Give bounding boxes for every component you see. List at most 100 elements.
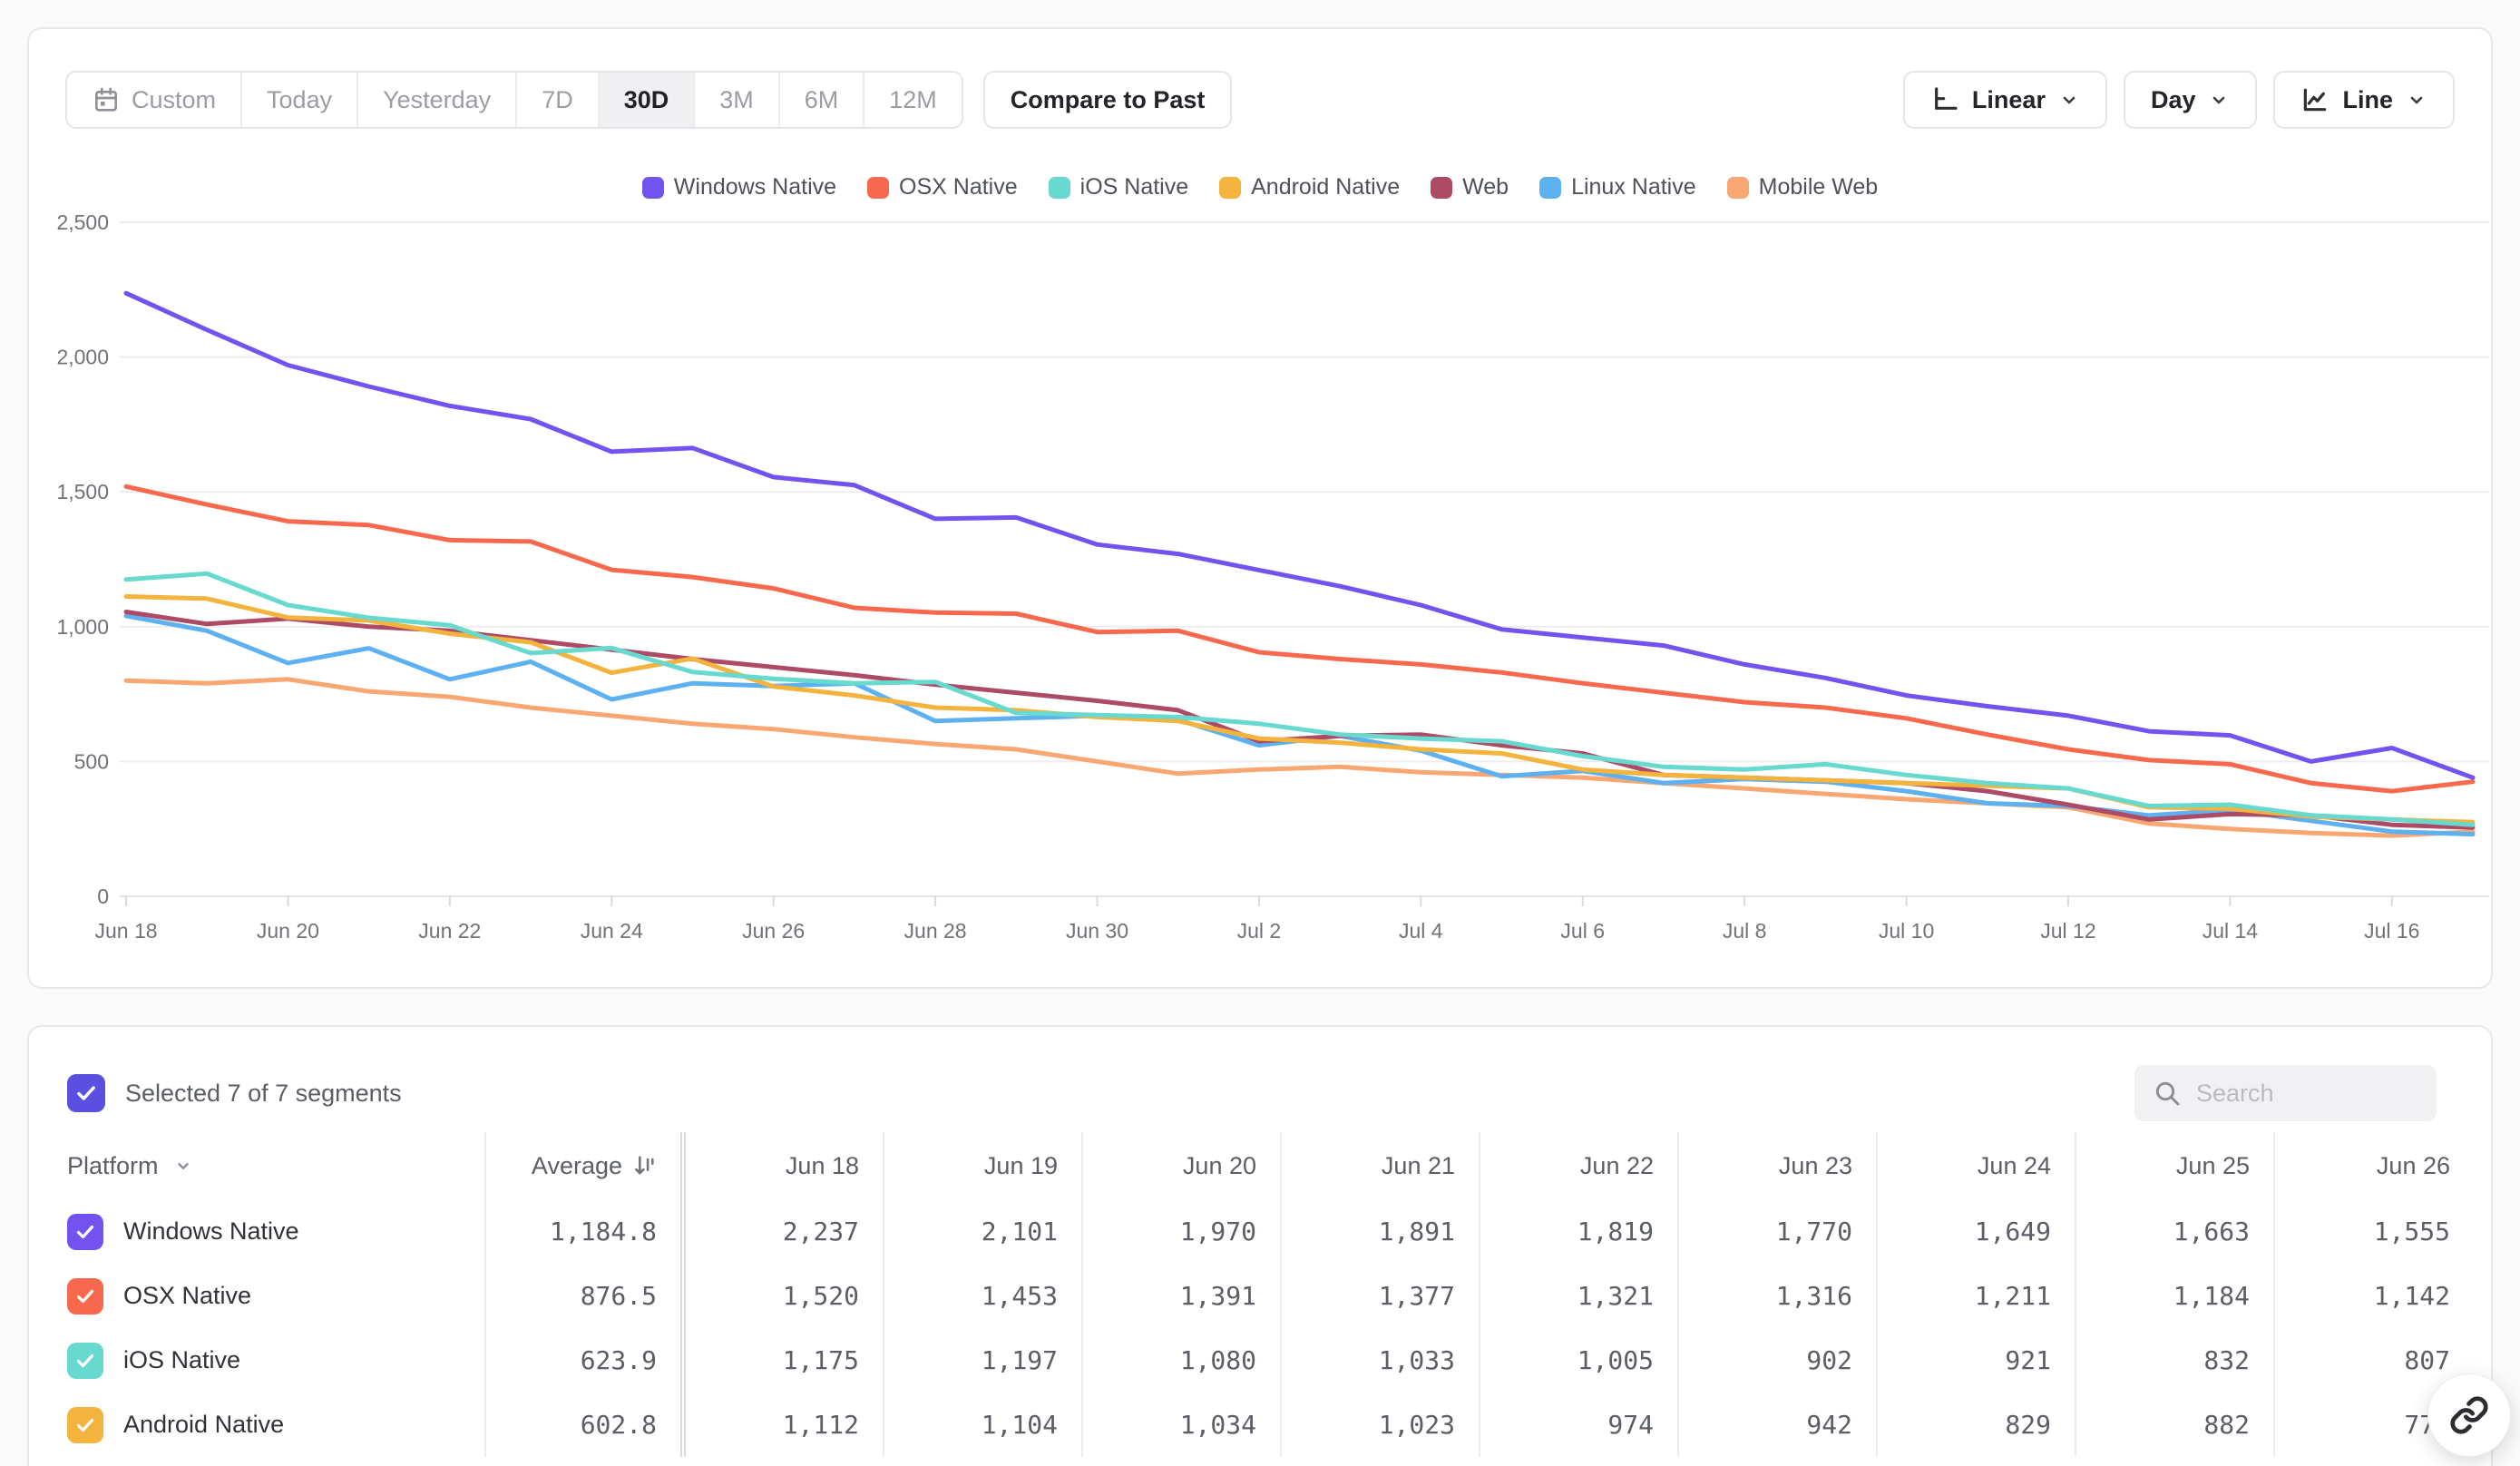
calendar-icon xyxy=(92,85,121,114)
date-range-3m[interactable]: 3M xyxy=(695,73,780,127)
date-range-label: 12M xyxy=(889,85,937,113)
column-header-jun-21[interactable]: Jun 21 xyxy=(1282,1132,1480,1199)
value-cell: 921 xyxy=(1878,1328,2076,1393)
row-checkbox[interactable] xyxy=(67,1277,103,1315)
column-header-label: Average xyxy=(531,1151,622,1179)
legend-item-linux-native[interactable]: Linux Native xyxy=(1539,174,1696,200)
platform-cell: Windows Native xyxy=(29,1199,486,1264)
x-axis-label: Jul 8 xyxy=(1723,919,1767,943)
legend-item-web[interactable]: Web xyxy=(1431,174,1509,200)
legend-item-android-native[interactable]: Android Native xyxy=(1219,174,1400,200)
platform-cell: OSX Native xyxy=(29,1264,486,1328)
column-header-jun-23[interactable]: Jun 23 xyxy=(1679,1132,1878,1199)
legend-swatch xyxy=(1219,176,1242,199)
legend-item-ios-native[interactable]: iOS Native xyxy=(1048,174,1188,200)
row-checkbox[interactable] xyxy=(67,1406,103,1443)
column-header-jun-24[interactable]: Jun 24 xyxy=(1878,1132,2076,1199)
x-axis-label: Jun 30 xyxy=(1066,919,1128,943)
legend-swatch xyxy=(1539,176,1562,199)
column-header-jun-19[interactable]: Jun 19 xyxy=(884,1132,1083,1199)
legend-label: Linux Native xyxy=(1571,174,1696,200)
date-range-label: Custom xyxy=(132,85,217,113)
date-range-today[interactable]: Today xyxy=(242,73,359,127)
platform-name: iOS Native xyxy=(123,1346,241,1373)
x-axis-label: Jul 6 xyxy=(1560,919,1605,943)
average-cell: 602.8 xyxy=(486,1393,686,1457)
value-cell: 1,197 xyxy=(884,1328,1083,1393)
legend-item-windows-native[interactable]: Windows Native xyxy=(641,174,836,200)
column-header-jun-25[interactable]: Jun 25 xyxy=(2076,1132,2275,1199)
column-header-jun-26[interactable]: Jun 26 xyxy=(2275,1132,2474,1199)
date-range-12m[interactable]: 12M xyxy=(864,73,962,127)
legend-label: Android Native xyxy=(1251,174,1401,200)
table-row-ios-native: iOS Native 623.9 1,175 1,197 1,080 1,033 1,005… xyxy=(29,1328,2491,1393)
chart-display-controls: Linear Day Line xyxy=(1902,71,2455,129)
table-row-android-native: Android Native 602.8 1,112 1,104 1,034 1,023 9… xyxy=(29,1393,2491,1457)
y-axis-label: 500 xyxy=(74,749,109,773)
column-header-jun-18[interactable]: Jun 18 xyxy=(686,1132,884,1199)
interval-dropdown-label: Day xyxy=(2150,85,2196,113)
average-cell: 1,184.8 xyxy=(486,1199,686,1264)
search-icon xyxy=(2153,1079,2182,1108)
date-range-custom[interactable]: Custom xyxy=(67,73,243,127)
platform-name: OSX Native xyxy=(123,1282,252,1309)
segments-table-card: Selected 7 of 7 segments Platform Average… xyxy=(27,1025,2493,1466)
chart-type-dropdown[interactable]: Line xyxy=(2273,71,2455,129)
interval-dropdown[interactable]: Day xyxy=(2123,71,2258,129)
column-header-jun-22[interactable]: Jun 22 xyxy=(1480,1132,1679,1199)
row-checkbox[interactable] xyxy=(67,1342,103,1379)
value-cell: 1,520 xyxy=(686,1264,884,1328)
x-axis-label: Jul 10 xyxy=(1879,919,1934,943)
average-cell: 876.5 xyxy=(486,1264,686,1328)
value-cell: 1,321 xyxy=(1480,1264,1679,1328)
legend-label: OSX Native xyxy=(899,174,1018,200)
date-range-yesterday[interactable]: Yesterday xyxy=(358,73,518,127)
value-cell: 1,005 xyxy=(1480,1328,1679,1393)
chevron-down-icon xyxy=(2208,89,2230,111)
series-line-ios-native xyxy=(123,571,2476,827)
legend-item-osx-native[interactable]: OSX Native xyxy=(867,174,1018,200)
date-range-control: Custom Today Yesterday 7D 30D 3M 6M 12M xyxy=(65,71,963,129)
search-box[interactable] xyxy=(2134,1065,2437,1121)
y-axis-label: 1,000 xyxy=(56,615,109,639)
column-header-label: Jun 19 xyxy=(983,1151,1058,1179)
value-cell: 1,184 xyxy=(2076,1264,2275,1328)
search-input[interactable] xyxy=(2196,1079,2418,1108)
value-cell: 1,175 xyxy=(686,1328,884,1393)
value-cell: 974 xyxy=(1480,1393,1679,1457)
scale-dropdown[interactable]: Linear xyxy=(1902,71,2107,129)
column-header-platform[interactable]: Platform xyxy=(29,1132,486,1199)
column-header-jun-20[interactable]: Jun 20 xyxy=(1083,1132,1282,1199)
x-axis-label: Jun 18 xyxy=(94,919,157,943)
value-cell: 1,023 xyxy=(1282,1393,1480,1457)
series-line-android-native xyxy=(123,594,2476,825)
share-link-button[interactable] xyxy=(2427,1373,2511,1457)
platform-cell: Android Native xyxy=(29,1393,486,1457)
y-axis-label: 0 xyxy=(97,884,109,908)
legend-swatch xyxy=(1726,176,1749,199)
value-cell: 1,211 xyxy=(1878,1264,2076,1328)
date-range-7d[interactable]: 7D xyxy=(517,73,600,127)
column-header-label: Jun 18 xyxy=(785,1151,859,1179)
date-range-label: Today xyxy=(267,85,333,113)
y-axis-label: 1,500 xyxy=(56,480,109,503)
date-range-label: 7D xyxy=(542,85,573,113)
compare-to-past-button[interactable]: Compare to Past xyxy=(982,71,1233,129)
date-range-6m[interactable]: 6M xyxy=(779,73,865,127)
column-header-label: Jun 23 xyxy=(1778,1151,1852,1179)
value-cell: 882 xyxy=(2076,1393,2275,1457)
legend-item-mobile-web[interactable]: Mobile Web xyxy=(1726,174,1878,200)
value-cell: 1,112 xyxy=(686,1393,884,1457)
table-row-osx-native: OSX Native 876.5 1,520 1,453 1,391 1,377 1,321… xyxy=(29,1264,2491,1328)
value-cell: 1,891 xyxy=(1282,1199,1480,1264)
column-header-average[interactable]: Average xyxy=(486,1132,686,1199)
date-range-30d[interactable]: 30D xyxy=(599,73,696,127)
date-range-label: 3M xyxy=(719,85,754,113)
row-checkbox[interactable] xyxy=(67,1213,103,1250)
select-all-checkbox[interactable] xyxy=(67,1074,105,1112)
linear-axis-icon xyxy=(1930,85,1959,114)
platform-name: Windows Native xyxy=(123,1217,299,1245)
legend-label: Web xyxy=(1462,174,1509,200)
legend-swatch xyxy=(641,176,664,199)
